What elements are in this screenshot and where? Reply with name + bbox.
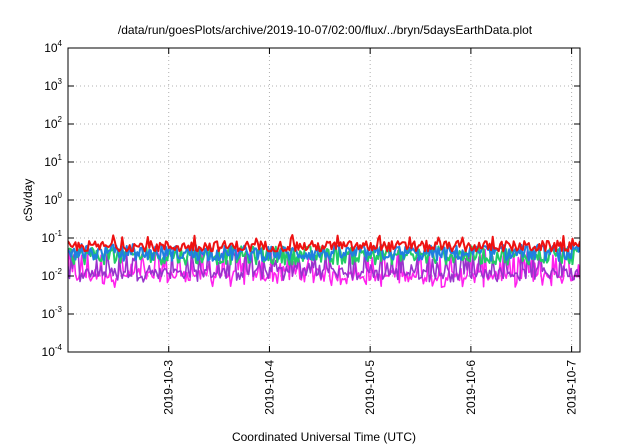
y-tick-base: 10 (42, 269, 56, 283)
y-tick-exponent: 3 (58, 77, 63, 86)
y-tick-base: 10 (44, 193, 58, 207)
series-line (68, 249, 580, 283)
y-tick-base: 10 (42, 345, 56, 359)
y-tick-label: 103 (44, 77, 62, 93)
series-group (68, 234, 580, 289)
y-tick-exponent: -1 (55, 229, 63, 238)
y-tick-exponent: 2 (58, 115, 63, 124)
y-tick-label: 100 (44, 191, 62, 207)
y-tick-label: 101 (44, 153, 62, 169)
x-tick-label: 2019-10-4 (262, 360, 276, 415)
y-tick-label: 10-1 (42, 229, 63, 245)
y-tick-exponent: 4 (58, 39, 63, 48)
x-tick-label: 2019-10-3 (162, 360, 176, 415)
y-tick-exponent: -3 (55, 305, 63, 314)
series-line (68, 234, 580, 253)
grid (68, 48, 580, 352)
y-tick-exponent: 0 (58, 191, 63, 200)
y-tick-label: 10-4 (42, 343, 63, 359)
y-tick-label: 102 (44, 115, 62, 131)
x-tick-label: 2019-10-6 (464, 360, 478, 415)
y-tick-exponent: -4 (55, 343, 63, 352)
y-tick-label: 10-3 (42, 305, 63, 321)
y-tick-base: 10 (44, 117, 58, 131)
y-axis-label: cSv/day (21, 179, 35, 222)
y-tick-base: 10 (42, 231, 56, 245)
x-axis-label: Coordinated Universal Time (UTC) (232, 430, 416, 444)
y-tick-label: 10-2 (42, 267, 63, 283)
x-tick-label: 2019-10-7 (565, 360, 579, 415)
y-tick-exponent: 1 (58, 153, 63, 162)
y-tick-base: 10 (44, 41, 58, 55)
x-tick-label: 2019-10-5 (363, 360, 377, 415)
y-tick-base: 10 (42, 307, 56, 321)
y-tick-exponent: -2 (55, 267, 63, 276)
x-axis: 2019-10-3 2019-10-4 2019-10-5 2019-10-6 2019… (162, 48, 579, 415)
y-tick-base: 10 (44, 79, 58, 93)
y-tick-base: 10 (44, 155, 58, 169)
y-tick-label: 104 (44, 39, 62, 55)
chart-title: /data/run/goesPlots/archive/2019-10-07/0… (118, 23, 533, 37)
